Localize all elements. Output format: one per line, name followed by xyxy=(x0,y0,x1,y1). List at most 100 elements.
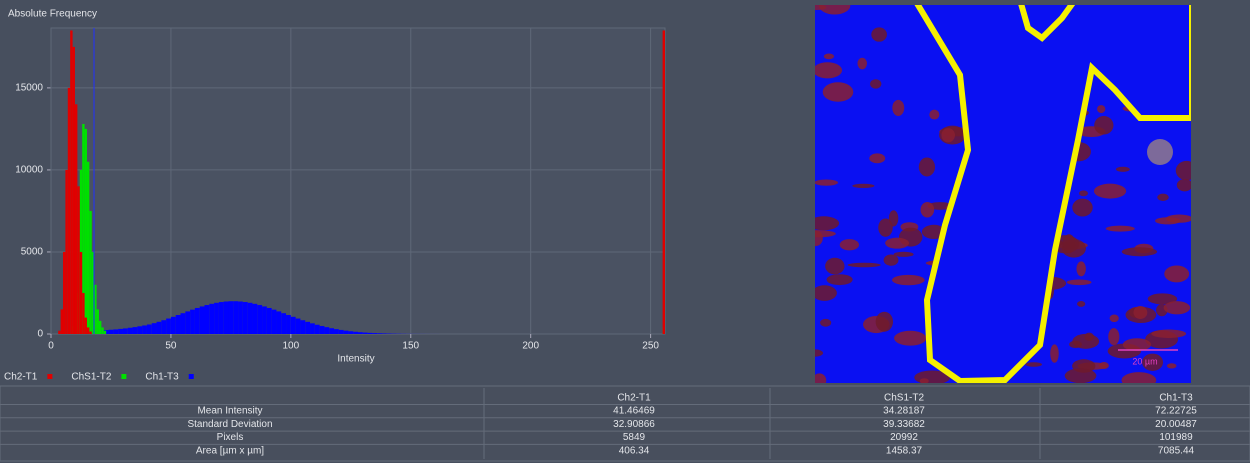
column-header: Ch2-T1 xyxy=(617,393,651,404)
histogram-bar xyxy=(104,331,106,334)
histogram-bar xyxy=(176,315,181,334)
statistics-table: Ch2-T1 ChS1-T2 Ch1-T3 Mean Intensity 41.4646… xyxy=(0,386,1250,461)
image-feature xyxy=(1147,139,1173,165)
histogram-bar xyxy=(296,319,301,334)
histogram-bar xyxy=(214,303,219,334)
histogram-bar xyxy=(320,326,325,334)
legend-swatch xyxy=(47,374,52,379)
row-label: Mean Intensity xyxy=(197,406,262,417)
x-tick-label: 200 xyxy=(522,341,539,352)
histogram-bar xyxy=(377,333,382,334)
histogram-bar xyxy=(368,333,373,334)
texture-blob xyxy=(812,285,837,301)
texture-blob xyxy=(876,312,893,332)
histogram-bar xyxy=(152,323,157,334)
row-label: Standard Deviation xyxy=(187,419,272,430)
x-tick-label: 150 xyxy=(402,341,419,352)
histogram-bar xyxy=(324,327,329,334)
plot-area xyxy=(51,28,665,334)
texture-blob xyxy=(820,319,831,327)
texture-blob xyxy=(813,62,842,78)
histogram-bar xyxy=(80,252,82,334)
legend: Ch2-T1ChS1-T2Ch1-T3 xyxy=(4,372,194,383)
histogram-bar xyxy=(181,313,186,334)
histogram-bar xyxy=(224,301,229,334)
legend-label: ChS1-T2 xyxy=(71,372,111,383)
histogram-bar xyxy=(257,305,262,334)
legend-label: Ch2-T1 xyxy=(4,372,38,383)
histogram-bar xyxy=(109,330,114,334)
texture-blob xyxy=(1123,338,1151,351)
texture-blob xyxy=(1065,368,1097,383)
texture-blob xyxy=(1072,334,1099,349)
texture-blob xyxy=(840,239,859,250)
histogram-bar xyxy=(97,309,99,334)
histogram-bar xyxy=(113,329,118,334)
texture-blob xyxy=(857,58,866,70)
histogram-bar xyxy=(372,333,377,334)
texture-blob xyxy=(1067,280,1092,286)
texture-blob xyxy=(870,79,881,88)
histogram-bar xyxy=(89,332,91,334)
histogram-bar xyxy=(233,301,238,334)
histogram-bar xyxy=(348,331,353,334)
histogram-bar xyxy=(305,322,310,334)
texture-blob xyxy=(1164,266,1189,283)
histogram-bar xyxy=(63,252,65,334)
histogram-bar xyxy=(185,311,190,334)
histogram-bar xyxy=(281,313,286,334)
texture-blob xyxy=(1177,179,1193,191)
histogram-bar xyxy=(85,129,87,334)
texture-blob xyxy=(1097,105,1105,113)
image-view: 20 µm xyxy=(801,0,1197,388)
histogram-bar xyxy=(58,331,60,334)
texture-blob xyxy=(1077,301,1085,307)
texture-blob xyxy=(1151,330,1186,338)
histogram-window: Absolute Frequency Intensity 05000100001… xyxy=(0,0,1250,463)
texture-blob xyxy=(1122,247,1157,256)
histogram-bar xyxy=(89,211,91,334)
table-cell: 20992 xyxy=(890,432,918,443)
y-tick-label: 0 xyxy=(37,329,43,340)
histogram-bar xyxy=(65,170,67,334)
histogram-bar xyxy=(363,333,368,334)
texture-blob xyxy=(894,331,926,346)
table-cell: 7085.44 xyxy=(1158,446,1195,457)
histogram-bar xyxy=(286,315,291,334)
texture-blob xyxy=(1025,362,1042,366)
histogram-bar xyxy=(157,322,162,334)
histogram-bar xyxy=(339,330,344,334)
table-cell: 39.33682 xyxy=(883,419,925,430)
table-cell: 5849 xyxy=(623,432,646,443)
histogram-bar xyxy=(123,328,128,334)
table-cell: 41.46469 xyxy=(613,406,655,417)
texture-blob xyxy=(1167,363,1177,368)
texture-blob xyxy=(1157,194,1168,201)
histogram-bar xyxy=(77,186,79,334)
x-tick-label: 250 xyxy=(642,341,659,352)
histogram-bar xyxy=(262,306,267,334)
x-tick-label: 0 xyxy=(48,341,54,352)
y-tick-label: 10000 xyxy=(15,165,43,176)
histogram-bar xyxy=(238,301,243,334)
texture-blob xyxy=(941,128,955,142)
texture-blob xyxy=(1164,301,1191,314)
histogram-bar xyxy=(166,319,171,334)
histogram-bar xyxy=(73,47,75,334)
table-cell: 101989 xyxy=(1159,432,1193,443)
texture-blob xyxy=(871,27,887,41)
texture-blob xyxy=(1108,328,1119,345)
scale-label: 20 µm xyxy=(1132,356,1157,366)
texture-blob xyxy=(884,254,899,265)
table-cell: 20.00487 xyxy=(1155,419,1197,430)
histogram-bar xyxy=(94,285,96,334)
histogram-bar xyxy=(75,104,77,334)
column-header: ChS1-T2 xyxy=(884,393,924,404)
page: Absolute Frequency Intensity 05000100001… xyxy=(0,0,1250,463)
texture-blob xyxy=(852,184,874,188)
texture-blob xyxy=(885,238,909,249)
texture-blob xyxy=(1094,184,1126,199)
table-cell: 34.28187 xyxy=(883,406,925,417)
y-tick-label: 5000 xyxy=(21,247,44,258)
column-header: Ch1-T3 xyxy=(1159,393,1193,404)
